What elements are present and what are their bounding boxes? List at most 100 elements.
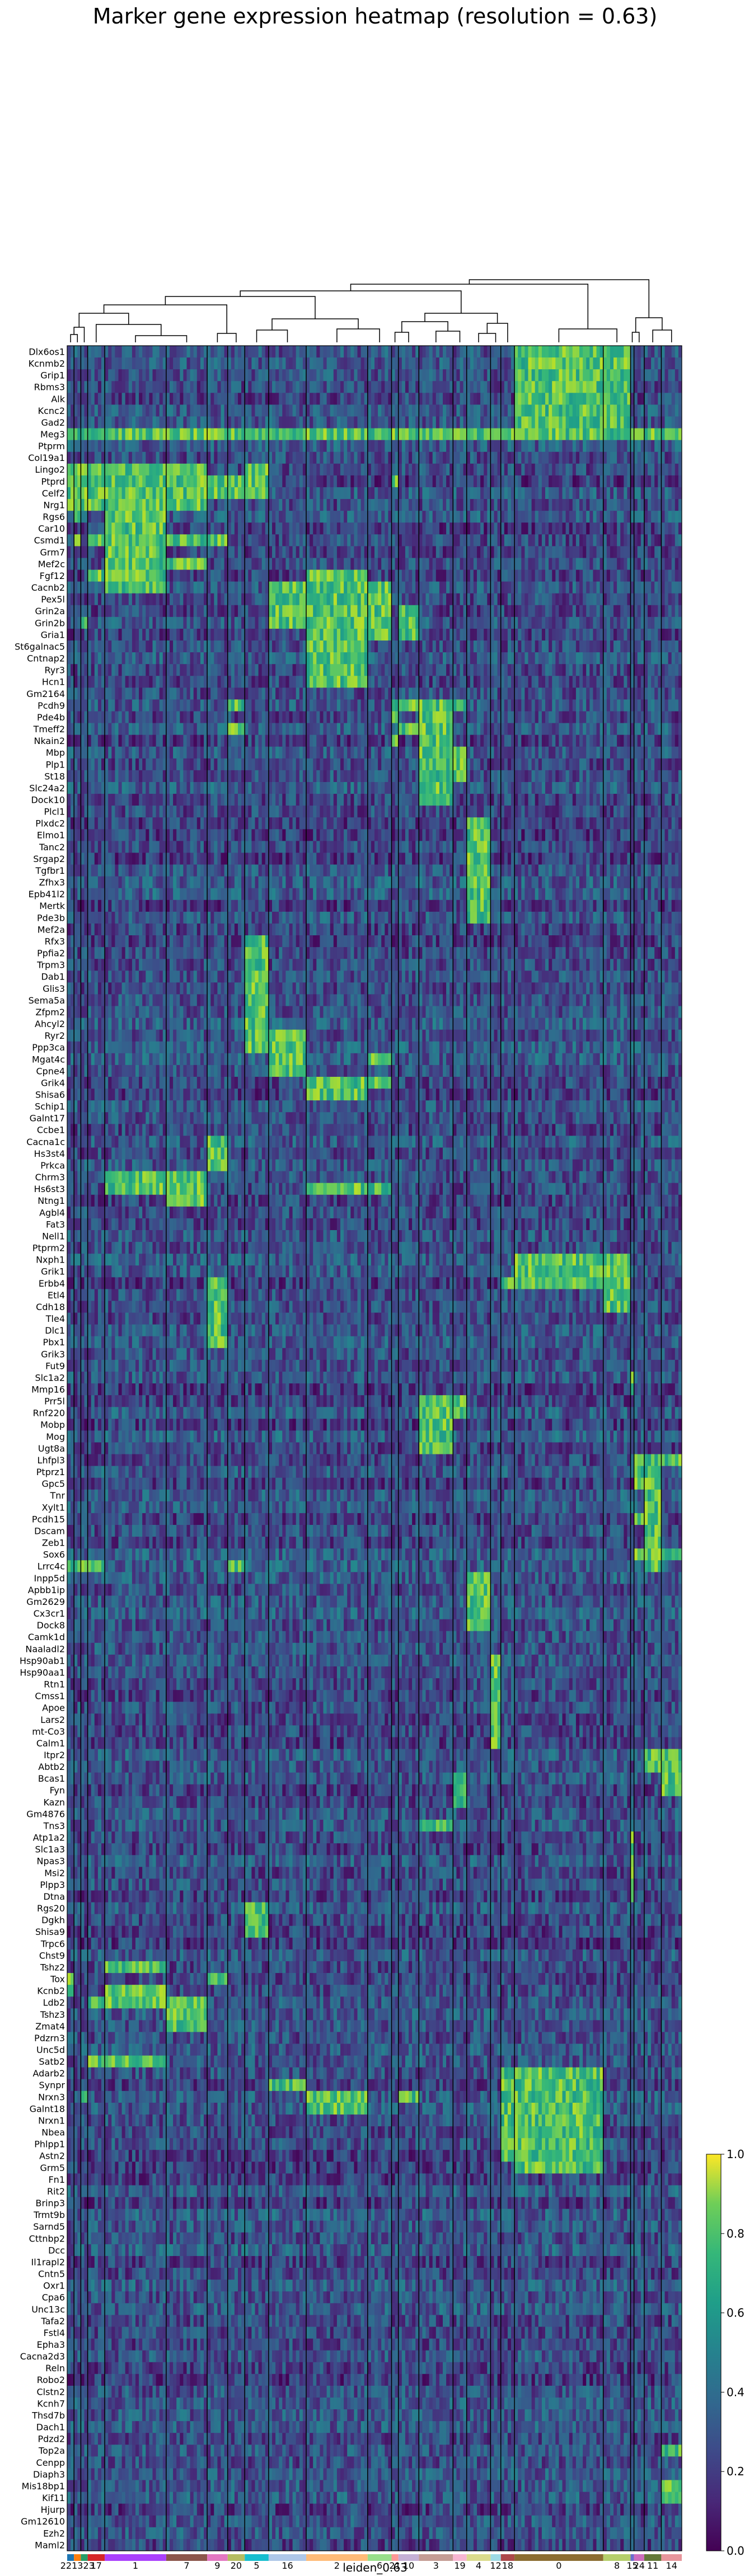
heatmap-cell — [235, 393, 238, 404]
heatmap-cell — [480, 357, 484, 369]
heatmap-cell — [156, 452, 160, 464]
heatmap-cell — [443, 511, 447, 522]
heatmap-cell — [330, 346, 334, 357]
heatmap-cell — [576, 617, 580, 629]
heatmap-cell — [607, 594, 611, 605]
heatmap-cell — [129, 594, 133, 605]
heatmap-cell — [306, 641, 310, 652]
heatmap-cell — [272, 629, 276, 641]
heatmap-cell — [275, 652, 279, 664]
heatmap-cell — [443, 546, 447, 558]
heatmap-cell — [122, 605, 126, 617]
heatmap-cell — [555, 369, 559, 381]
heatmap-cell — [316, 558, 320, 569]
heatmap-cell — [460, 428, 464, 440]
heatmap-cell — [583, 452, 587, 464]
heatmap-cell — [436, 629, 440, 641]
heatmap-cell — [248, 452, 252, 464]
heatmap-cell — [119, 511, 123, 522]
heatmap-cell — [344, 452, 348, 464]
heatmap-cell — [269, 357, 273, 369]
heatmap-cell — [661, 511, 665, 522]
heatmap-cell — [624, 605, 627, 617]
heatmap-cell — [170, 617, 174, 629]
heatmap-cell — [613, 346, 617, 357]
heatmap-cell — [98, 346, 102, 357]
heatmap-cell — [405, 511, 409, 522]
heatmap-cell — [156, 440, 160, 452]
heatmap-cell — [480, 582, 484, 594]
heatmap-cell — [272, 522, 276, 534]
heatmap-cell — [661, 629, 665, 641]
heatmap-cell — [508, 499, 512, 511]
heatmap-cell — [620, 605, 624, 617]
heatmap-cell — [620, 464, 624, 475]
heatmap-cell — [190, 487, 194, 499]
heatmap-cell — [285, 522, 289, 534]
heatmap-cell — [535, 511, 539, 522]
heatmap-cell — [88, 605, 92, 617]
heatmap-cell — [446, 605, 450, 617]
heatmap-cell — [477, 416, 481, 428]
heatmap-cell — [542, 629, 546, 641]
heatmap-cell — [532, 605, 536, 617]
heatmap-cell — [374, 346, 378, 357]
heatmap-cell — [490, 534, 494, 546]
heatmap-cell — [289, 499, 293, 511]
heatmap-cell — [248, 487, 252, 499]
heatmap-cell — [310, 499, 313, 511]
heatmap-cell — [327, 546, 331, 558]
heatmap-cell — [119, 534, 123, 546]
heatmap-cell — [88, 369, 92, 381]
heatmap-cell — [187, 570, 191, 582]
heatmap-cell — [422, 499, 426, 511]
heatmap-cell — [399, 652, 402, 664]
heatmap-cell — [259, 558, 263, 569]
heatmap-cell — [135, 605, 139, 617]
heatmap-cell — [443, 522, 447, 534]
heatmap-cell — [453, 629, 457, 641]
heatmap-cell — [545, 605, 549, 617]
heatmap-cell — [392, 522, 396, 534]
heatmap-cell — [285, 404, 289, 416]
heatmap-cell — [460, 404, 464, 416]
heatmap-cell — [310, 546, 313, 558]
heatmap-cell — [549, 452, 552, 464]
heatmap-cell — [74, 475, 78, 487]
heatmap-cell — [433, 428, 437, 440]
heatmap-cell — [190, 404, 194, 416]
heatmap-cell — [108, 357, 112, 369]
heatmap-cell — [156, 652, 160, 664]
heatmap-cell — [514, 617, 518, 629]
heatmap-cell — [542, 522, 546, 534]
heatmap-cell — [638, 641, 641, 652]
heatmap-cell — [607, 511, 611, 522]
heatmap-cell — [665, 534, 669, 546]
heatmap-cell — [153, 534, 157, 546]
heatmap-cell — [535, 452, 539, 464]
heatmap-cell — [559, 369, 563, 381]
heatmap-cell — [88, 641, 92, 652]
heatmap-cell — [129, 404, 133, 416]
heatmap-cell — [108, 428, 112, 440]
heatmap-cell — [552, 428, 556, 440]
heatmap-cell — [132, 404, 136, 416]
heatmap-cell — [221, 464, 225, 475]
heatmap-cell — [183, 546, 187, 558]
heatmap-cell — [429, 369, 433, 381]
heatmap-cell — [170, 452, 174, 464]
heatmap-cell — [412, 617, 416, 629]
heatmap-cell — [501, 428, 505, 440]
heatmap-cell — [160, 570, 163, 582]
heatmap-cell — [289, 440, 293, 452]
heatmap-cell — [603, 475, 607, 487]
heatmap-cell — [538, 617, 542, 629]
heatmap-cell — [508, 404, 512, 416]
heatmap-cell — [477, 582, 481, 594]
heatmap-cell — [358, 381, 362, 393]
heatmap-cell — [173, 511, 177, 522]
heatmap-cell — [668, 416, 672, 428]
heatmap-cell — [306, 499, 310, 511]
heatmap-cell — [299, 522, 303, 534]
heatmap-cell — [98, 641, 102, 652]
